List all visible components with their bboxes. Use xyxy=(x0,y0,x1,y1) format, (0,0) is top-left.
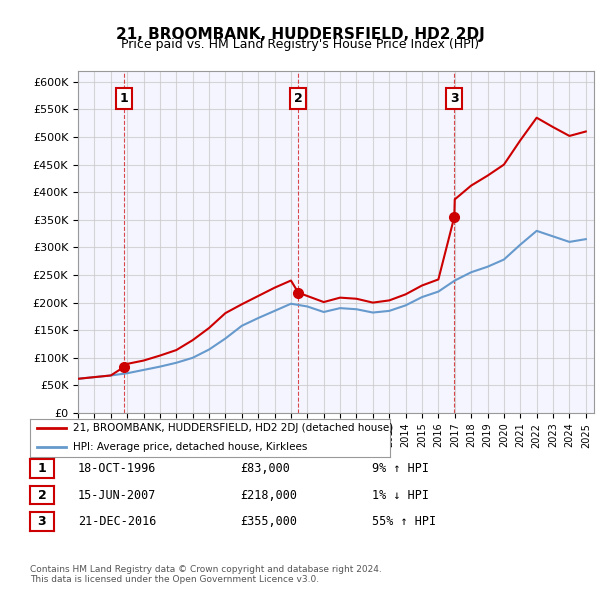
Text: 9% ↑ HPI: 9% ↑ HPI xyxy=(372,462,429,475)
Text: 18-OCT-1996: 18-OCT-1996 xyxy=(78,462,157,475)
Text: £355,000: £355,000 xyxy=(240,515,297,528)
Text: 3: 3 xyxy=(38,515,46,528)
Text: 1: 1 xyxy=(119,92,128,105)
Text: HPI: Average price, detached house, Kirklees: HPI: Average price, detached house, Kirk… xyxy=(73,441,308,451)
Text: 21, BROOMBANK, HUDDERSFIELD, HD2 2DJ (detached house): 21, BROOMBANK, HUDDERSFIELD, HD2 2DJ (de… xyxy=(73,424,394,434)
Text: £83,000: £83,000 xyxy=(240,462,290,475)
Text: 55% ↑ HPI: 55% ↑ HPI xyxy=(372,515,436,528)
Text: 2: 2 xyxy=(38,489,46,502)
Text: Contains HM Land Registry data © Crown copyright and database right 2024.
This d: Contains HM Land Registry data © Crown c… xyxy=(30,565,382,584)
Text: 21, BROOMBANK, HUDDERSFIELD, HD2 2DJ: 21, BROOMBANK, HUDDERSFIELD, HD2 2DJ xyxy=(116,27,484,41)
Text: Price paid vs. HM Land Registry's House Price Index (HPI): Price paid vs. HM Land Registry's House … xyxy=(121,38,479,51)
Text: 3: 3 xyxy=(450,92,458,105)
Text: 1% ↓ HPI: 1% ↓ HPI xyxy=(372,489,429,502)
Text: 2: 2 xyxy=(294,92,302,105)
Text: 21-DEC-2016: 21-DEC-2016 xyxy=(78,515,157,528)
Text: £218,000: £218,000 xyxy=(240,489,297,502)
Text: 15-JUN-2007: 15-JUN-2007 xyxy=(78,489,157,502)
Text: 1: 1 xyxy=(38,462,46,475)
